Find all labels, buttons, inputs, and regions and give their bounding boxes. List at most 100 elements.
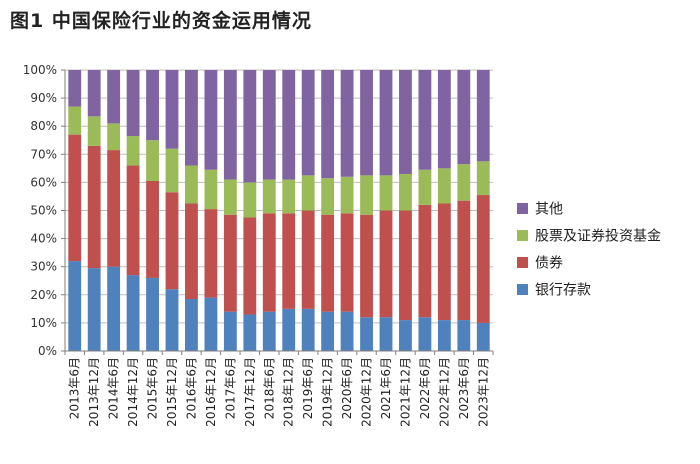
x-tick-label: 2019年6月 <box>301 357 315 419</box>
y-tick-label: 100% <box>23 63 57 77</box>
x-tick-label: 2013年12月 <box>87 357 101 427</box>
x-tick-label: 2013年6月 <box>68 357 82 419</box>
bar-segment <box>223 179 237 215</box>
bar-segment <box>282 213 296 309</box>
bar-segment <box>379 317 393 351</box>
bar-segment <box>87 70 101 117</box>
bar-segment <box>262 70 276 180</box>
bar-segment <box>360 317 373 351</box>
x-axis-ticks: 2013年6月 2013年12月 2014年6月 2014年12月 2015年6月 201… <box>64 351 494 427</box>
bar-segment <box>476 70 490 162</box>
bar-segment <box>340 213 354 312</box>
bar-segment <box>223 214 237 312</box>
bar-segment <box>399 173 412 211</box>
x-tick-label: 2016年6月 <box>184 357 198 419</box>
bar-segment <box>146 70 159 141</box>
bar-segment <box>243 217 257 315</box>
bar-segment <box>379 175 393 211</box>
x-tick-label: 2018年6月 <box>262 357 276 419</box>
bar-segment <box>340 311 354 351</box>
bar-segment <box>399 210 412 321</box>
bar-segment <box>185 203 198 300</box>
bar-segment <box>457 200 471 321</box>
bar-segment <box>360 175 373 215</box>
y-tick-label: 50% <box>30 204 57 218</box>
y-tick-label: 70% <box>30 147 57 161</box>
bar-segment <box>185 70 198 166</box>
y-tick-label: 30% <box>30 260 57 274</box>
bar-segment <box>399 70 412 174</box>
bar-segment <box>126 70 140 137</box>
bar-segment <box>399 320 412 351</box>
x-tick-label: 2014年6月 <box>107 357 121 419</box>
bar-segment <box>476 322 490 351</box>
bar-segment <box>165 192 179 290</box>
y-tick-label: 90% <box>30 91 57 105</box>
x-tick-label: 2023年6月 <box>457 357 471 419</box>
bar-segment <box>87 145 101 269</box>
bar-segment <box>457 164 471 201</box>
y-tick-label: 20% <box>30 288 57 302</box>
bar-segment <box>146 277 159 351</box>
bar-segment <box>68 261 82 351</box>
legend-swatch <box>517 284 528 295</box>
bars <box>68 70 490 351</box>
bar-segment <box>87 116 101 146</box>
x-tick-label: 2022年6月 <box>418 357 432 419</box>
x-tick-label: 2016年12月 <box>204 357 218 427</box>
y-tick-label: 0% <box>38 344 57 358</box>
x-tick-label: 2017年12月 <box>243 357 257 427</box>
x-tick-label: 2019年12月 <box>321 357 335 427</box>
bar-segment <box>360 70 373 176</box>
legend-label: 其他 <box>535 202 563 218</box>
bar-segment <box>360 214 373 318</box>
bar-segment <box>223 70 237 180</box>
bar-segment <box>301 70 315 176</box>
x-tick-label: 2023年12月 <box>476 357 490 427</box>
x-tick-label: 2014年12月 <box>126 357 140 427</box>
y-tick-label: 40% <box>30 232 57 246</box>
bar-segment <box>418 169 432 205</box>
legend-label: 股票及证券投资基金 <box>535 228 661 245</box>
bar-segment <box>223 311 237 351</box>
bar-segment <box>204 297 218 351</box>
bar-segment <box>107 150 121 267</box>
bar-segment <box>379 210 393 318</box>
bar-segment <box>68 70 82 107</box>
bar-segment <box>340 176 354 214</box>
bar-segment <box>282 308 296 351</box>
x-tick-label: 2018年12月 <box>282 357 296 427</box>
legend-label: 债券 <box>535 256 563 272</box>
bar-segment <box>185 299 198 351</box>
bar-segment <box>282 70 296 180</box>
y-axis-ticks: 0% 10% 20% 30% 40% 50% 60% 70% 80% 90% 100% <box>23 63 65 358</box>
bar-segment <box>340 70 354 177</box>
y-tick-label: 10% <box>30 316 57 330</box>
bar-segment <box>418 317 432 351</box>
x-tick-label: 2021年6月 <box>379 357 393 419</box>
bar-segment <box>476 161 490 196</box>
bar-segment <box>204 209 218 298</box>
bar-segment <box>418 204 432 318</box>
bar-segment <box>87 268 101 351</box>
y-tick-label: 60% <box>30 175 57 189</box>
bar-segment <box>379 70 393 176</box>
bar-segment <box>321 178 335 215</box>
x-tick-label: 2020年12月 <box>360 357 374 427</box>
bar-segment <box>107 123 121 151</box>
bar-segment <box>301 308 315 351</box>
bar-segment <box>476 195 490 323</box>
bar-segment <box>185 165 198 204</box>
bar-segment <box>126 275 140 351</box>
bar-segment <box>243 182 257 218</box>
bar-segment <box>437 168 451 204</box>
x-tick-label: 2022年12月 <box>437 357 451 427</box>
bar-segment <box>126 165 140 276</box>
legend-label: 银行存款 <box>535 283 591 299</box>
bar-segment <box>262 179 276 214</box>
bar-segment <box>418 70 432 170</box>
x-tick-label: 2020年6月 <box>340 357 354 419</box>
chart-title: 图1 中国保险行业的资金运用情况 <box>10 10 312 32</box>
bar-segment <box>301 210 315 309</box>
